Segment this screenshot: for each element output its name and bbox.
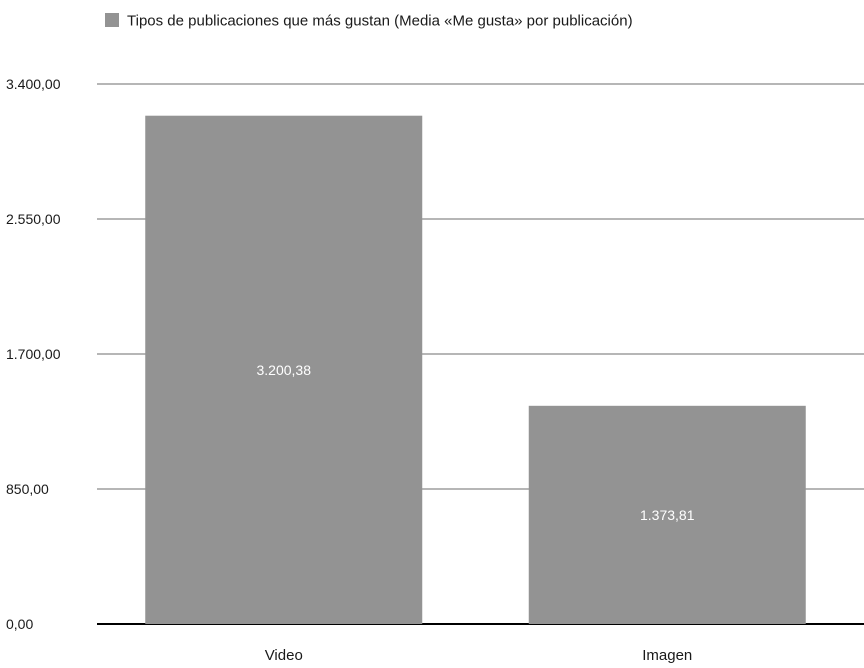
labels: 0,00 850,00 1.700,00 2.550,00 3.400,00 3.200,…: [6, 76, 695, 664]
x-tick-label: Imagen: [642, 647, 692, 663]
y-tick-label: 2.550,00: [6, 211, 61, 227]
y-tick-label: 1.700,00: [6, 346, 61, 362]
x-tick-label: Video: [265, 647, 303, 663]
bar: [528, 405, 806, 624]
legend: Tipos de publicaciones que más gustan (M…: [105, 13, 633, 30]
legend-label: Tipos de publicaciones que más gustan (M…: [127, 13, 633, 30]
y-tick-label: 3.400,00: [6, 76, 61, 92]
y-tick-label: 0,00: [6, 616, 33, 632]
legend-swatch: [105, 13, 119, 27]
y-tick-label: 850,00: [6, 481, 49, 497]
bars: [145, 115, 806, 625]
bar: [145, 115, 423, 625]
data-label: 1.373,81: [640, 507, 695, 523]
data-label: 3.200,38: [257, 362, 312, 378]
